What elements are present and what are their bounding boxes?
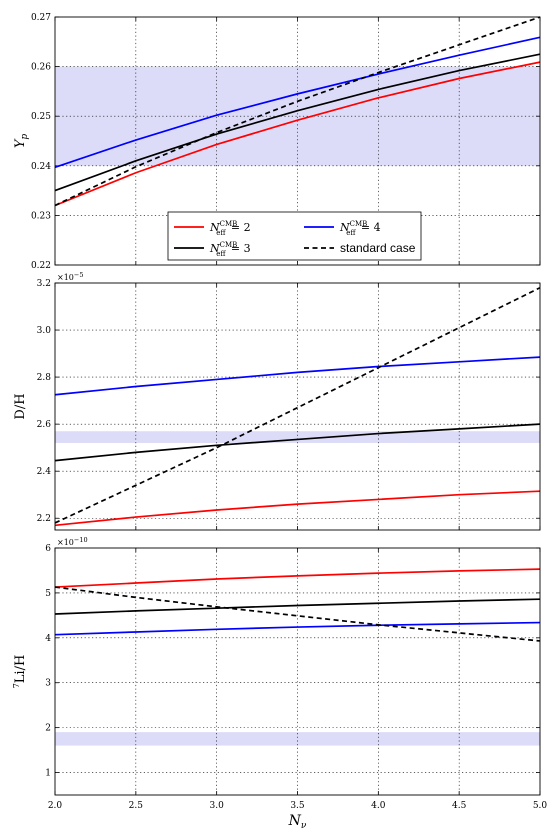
y-tick-label: 1 bbox=[45, 769, 51, 779]
y-tick-label: 0.27 bbox=[31, 13, 51, 23]
series-line-neff3 bbox=[54, 423, 541, 462]
y-tick-label: 6 bbox=[45, 544, 51, 554]
y-axis-label: 7Li/H bbox=[12, 655, 28, 689]
axes-frame bbox=[54, 282, 541, 531]
x-tick-label: 2.5 bbox=[129, 801, 144, 811]
y-tick-label: 5 bbox=[45, 589, 51, 599]
legend-box bbox=[167, 211, 422, 261]
y-tick-label: 2.4 bbox=[37, 467, 52, 477]
series-line-neff4 bbox=[54, 356, 541, 396]
y-tick-label: 0.25 bbox=[31, 112, 51, 122]
x-tick-label: 2.0 bbox=[48, 801, 63, 811]
y-tick-label: 2.8 bbox=[37, 373, 52, 383]
x-tick-label: 4.5 bbox=[452, 801, 467, 811]
series-line-std bbox=[54, 16, 541, 207]
y-tick-label: 0.26 bbox=[31, 63, 51, 73]
y-tick-label: 2.2 bbox=[37, 514, 51, 524]
series-line-neff2 bbox=[54, 490, 541, 527]
legend: NCMB eff = 2 NCMB eff = 4 NCMB eff = 3 standar… bbox=[167, 211, 422, 261]
series-line-neff2 bbox=[54, 568, 541, 588]
series-line-neff2 bbox=[54, 61, 541, 207]
x-tick-label: 4.0 bbox=[371, 801, 386, 811]
y-tick-label: 2 bbox=[45, 724, 51, 734]
y-tick-label: 3.0 bbox=[37, 326, 52, 336]
legend-label: standard case bbox=[340, 241, 416, 255]
series-line-neff3 bbox=[54, 53, 541, 192]
panel-2: 2.2 2.4 2.6 2.8 3.0 3.2 ×10−5 D/H bbox=[13, 271, 541, 531]
series-line-neff3 bbox=[54, 598, 541, 615]
y-axis-label: Yp bbox=[13, 134, 30, 149]
axis-exponent: ×10−5 bbox=[57, 271, 83, 282]
axes-frame bbox=[54, 16, 541, 266]
legend-label: NCMB eff = 4 bbox=[339, 220, 381, 237]
series-line-neff4 bbox=[54, 36, 541, 169]
series-line-std bbox=[54, 286, 541, 524]
x-tick-label: 5.0 bbox=[533, 801, 548, 811]
x-tick-label: 3.5 bbox=[290, 801, 305, 811]
series-line-neff4 bbox=[54, 621, 541, 636]
y-tick-label: 3.2 bbox=[37, 279, 51, 289]
x-axis-label: Nν bbox=[288, 813, 307, 831]
y-tick-label: 3 bbox=[45, 679, 51, 689]
observational-band bbox=[55, 431, 540, 443]
panel-1: 0.22 0.23 0.24 0.25 0.26 0.27 Yp bbox=[13, 13, 541, 271]
legend-label: NCMB eff = 2 bbox=[209, 220, 251, 237]
y-axis-label: D/H bbox=[13, 393, 28, 419]
axes-frame bbox=[54, 547, 541, 796]
panel-3: 1 2 3 4 5 6 ×10−10 7Li/H 2.0 2.5 3.0 3.5 4.0 4.5 5.0 Nν bbox=[12, 536, 547, 831]
y-tick-label: 2.6 bbox=[37, 420, 52, 430]
series-line-std bbox=[54, 586, 541, 642]
x-tick-label: 3.0 bbox=[210, 801, 225, 811]
observational-band bbox=[55, 732, 540, 746]
y-tick-label: 4 bbox=[45, 634, 51, 644]
y-tick-label: 0.22 bbox=[31, 261, 51, 271]
y-tick-label: 0.23 bbox=[31, 211, 51, 221]
axis-exponent: ×10−10 bbox=[57, 536, 88, 547]
y-tick-label: 0.24 bbox=[31, 162, 51, 172]
legend-label: NCMB eff = 3 bbox=[209, 241, 251, 258]
